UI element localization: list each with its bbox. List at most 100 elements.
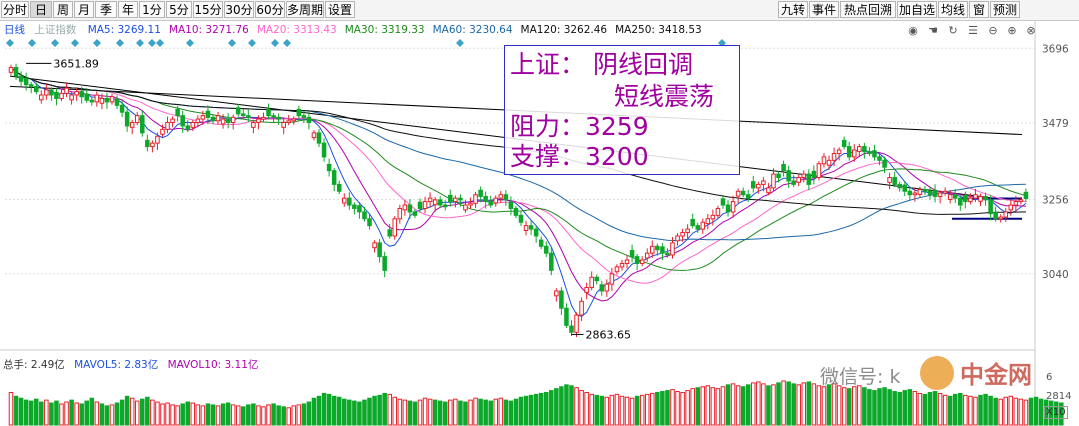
y-tick-1: 3479 (1042, 118, 1069, 130)
toolbar-btn-6[interactable]: 1分 (139, 1, 165, 18)
toolbar-right-btn-1[interactable]: 事件 (809, 1, 839, 18)
candle-body-74 (382, 256, 387, 271)
toolbar-btn-10[interactable]: 60分 (255, 1, 285, 18)
candles (8, 63, 1029, 338)
toolbar-right-btn-4[interactable]: 均线 (938, 1, 968, 18)
volume-bar-92 (473, 397, 478, 426)
volume-bar-123 (629, 397, 635, 426)
candle-body-184 (937, 192, 943, 197)
candle-body-122 (624, 259, 630, 264)
volume-bar-134 (685, 390, 690, 426)
volume-bar-96 (493, 398, 499, 426)
toolbar-btn-5[interactable]: 年 (118, 1, 138, 18)
signal-marker-6 (136, 39, 144, 47)
candle-body-195 (993, 212, 998, 220)
candle-body-158 (806, 173, 812, 185)
minus-icon[interactable]: ⊖ (988, 24, 998, 37)
volume-bar-173 (882, 387, 887, 426)
toolbar-btn-2[interactable]: 周 (53, 1, 73, 18)
candle-body-146 (745, 194, 751, 199)
candle-body-64 (331, 170, 337, 185)
candle-body-96 (493, 197, 499, 204)
toolbar-btn-1[interactable]: 日 (30, 1, 52, 18)
volume-bar-19 (104, 405, 110, 426)
candle-body-111 (569, 325, 574, 333)
candle-body-134 (685, 228, 690, 234)
volume-bar-21 (114, 402, 120, 426)
candle-body-183 (932, 189, 938, 197)
volume-bar-202 (1028, 397, 1034, 426)
volume-bar-189 (963, 394, 968, 426)
list-icon[interactable]: ☰ (968, 24, 978, 37)
candle-body-136 (695, 225, 700, 230)
candle-body-22 (119, 104, 125, 113)
volume-bar-199 (1013, 397, 1019, 426)
volume-bar-133 (680, 391, 685, 426)
candle-body-65 (336, 183, 342, 192)
volume-bar-176 (897, 391, 902, 426)
signal-marker-2 (51, 39, 59, 47)
candle-body-178 (907, 190, 913, 196)
volume-bar-43 (225, 402, 231, 426)
toolbar-right-btn-6[interactable]: 预测 (990, 1, 1020, 18)
volume-bar-124 (634, 395, 640, 426)
annotation-resistance: 阻力：3259 (510, 112, 649, 141)
volume-bar-201 (1023, 399, 1029, 426)
toolbar-btn-11[interactable]: 多周期 (286, 1, 324, 18)
volume-bar-30 (160, 403, 165, 426)
volume-bar-74 (382, 392, 387, 426)
volume-bar-64 (331, 395, 337, 426)
volume-bar-113 (579, 390, 584, 426)
toolbar-btn-8[interactable]: 15分 (193, 1, 223, 18)
candle-body-160 (816, 163, 822, 179)
candle-body-78 (402, 204, 408, 211)
volume-bar-46 (241, 406, 246, 426)
signal-marker-11 (248, 39, 256, 47)
volume-bar-184 (937, 392, 943, 426)
volume-bar-86 (442, 401, 448, 426)
volume-bar-85 (437, 400, 443, 426)
toolbar-right-btn-2[interactable]: 热点回溯 (840, 1, 896, 18)
volume-bar-83 (427, 398, 433, 426)
volume-bar-27 (145, 396, 150, 426)
volume-bar-161 (821, 386, 827, 426)
candle-body-26 (140, 115, 145, 134)
toolbar-btn-3[interactable]: 月 (74, 1, 94, 18)
toolbar-btn-9[interactable]: 30分 (224, 1, 254, 18)
ma-label-2: MA20: 3313.43 (256, 24, 337, 36)
volume-bar-8 (49, 402, 54, 426)
mavol10-label: MAVOL10: 3.11亿 (167, 359, 259, 371)
volume-bar-13 (74, 402, 79, 426)
candle-body-58 (301, 115, 307, 118)
volume-bar-207 (1053, 401, 1059, 426)
candle-body-57 (296, 108, 302, 117)
volume-bar-11 (64, 401, 69, 426)
volume-total: 总手: 2.49亿 (3, 359, 65, 371)
candle-body-84 (432, 199, 438, 206)
candle-body-138 (705, 218, 711, 225)
hand-icon[interactable]: ☚ (928, 24, 938, 37)
candle-body-70 (362, 211, 367, 220)
toolbar-right-btn-3[interactable]: 加自选 (897, 1, 937, 18)
candle-body-100 (513, 207, 519, 216)
toolbar-btn-4[interactable]: 季 (95, 1, 117, 18)
candle-body-19 (104, 97, 110, 103)
volume-bar-44 (230, 404, 236, 426)
volume-bar-119 (609, 394, 615, 426)
refresh-icon[interactable]: ↻ (948, 24, 958, 37)
volume-bar-187 (952, 393, 958, 426)
volume-bar-144 (735, 385, 741, 426)
annotation-line2: 短线震荡 (614, 82, 715, 111)
close-icon[interactable]: ⊗ (1026, 24, 1036, 37)
candle-body-4 (28, 84, 34, 87)
toolbar-btn-0[interactable]: 分时 (1, 1, 29, 18)
toolbar-right-btn-0[interactable]: 九转 (778, 1, 808, 18)
candle-body-164 (836, 149, 842, 154)
toolbar-btn-12[interactable]: 设置 (325, 1, 355, 18)
candle-body-175 (892, 177, 897, 185)
toolbar-right-btn-5[interactable]: 窗 (969, 1, 989, 18)
toolbar-btn-7[interactable]: 5分 (166, 1, 192, 18)
eye-icon[interactable]: ◉ (908, 24, 918, 37)
plus-icon[interactable]: ⊕ (1007, 24, 1017, 37)
candle-body-53 (276, 116, 281, 120)
